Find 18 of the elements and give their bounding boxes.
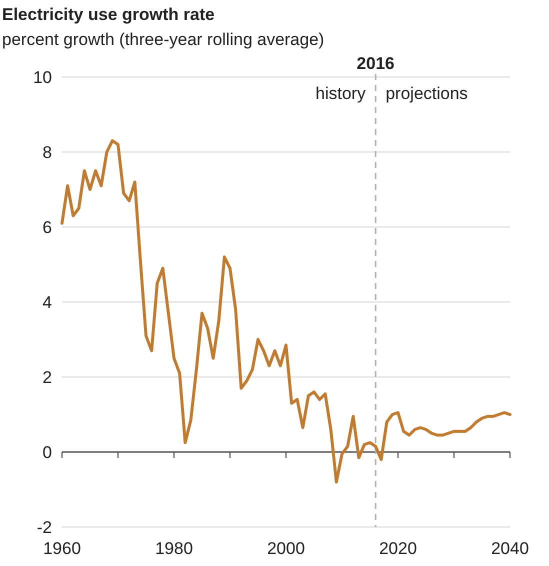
y-tick-label: -2	[36, 518, 52, 537]
x-tick-label: 1980	[155, 539, 193, 558]
x-tick-label: 2040	[491, 539, 529, 558]
x-tick-label: 1960	[43, 539, 81, 558]
y-tick-label: 8	[42, 142, 52, 162]
y-tick-label: 10	[33, 68, 52, 87]
y-tick-label: 6	[42, 218, 52, 237]
y-tick-label: 4	[42, 292, 52, 312]
ref-line-label: 2016	[356, 54, 395, 73]
annotation: history	[316, 84, 366, 103]
y-tick-label: 0	[42, 442, 52, 462]
y-tick-label: 2	[42, 368, 52, 387]
chart-title: Electricity use growth rate	[2, 5, 215, 24]
x-tick-label: 2000	[267, 539, 305, 558]
annotation: projections	[386, 84, 468, 103]
x-tick-label: 2020	[379, 539, 417, 558]
chart-subtitle: percent growth (three-year rolling average)	[2, 30, 324, 49]
line-series	[60, 139, 512, 484]
